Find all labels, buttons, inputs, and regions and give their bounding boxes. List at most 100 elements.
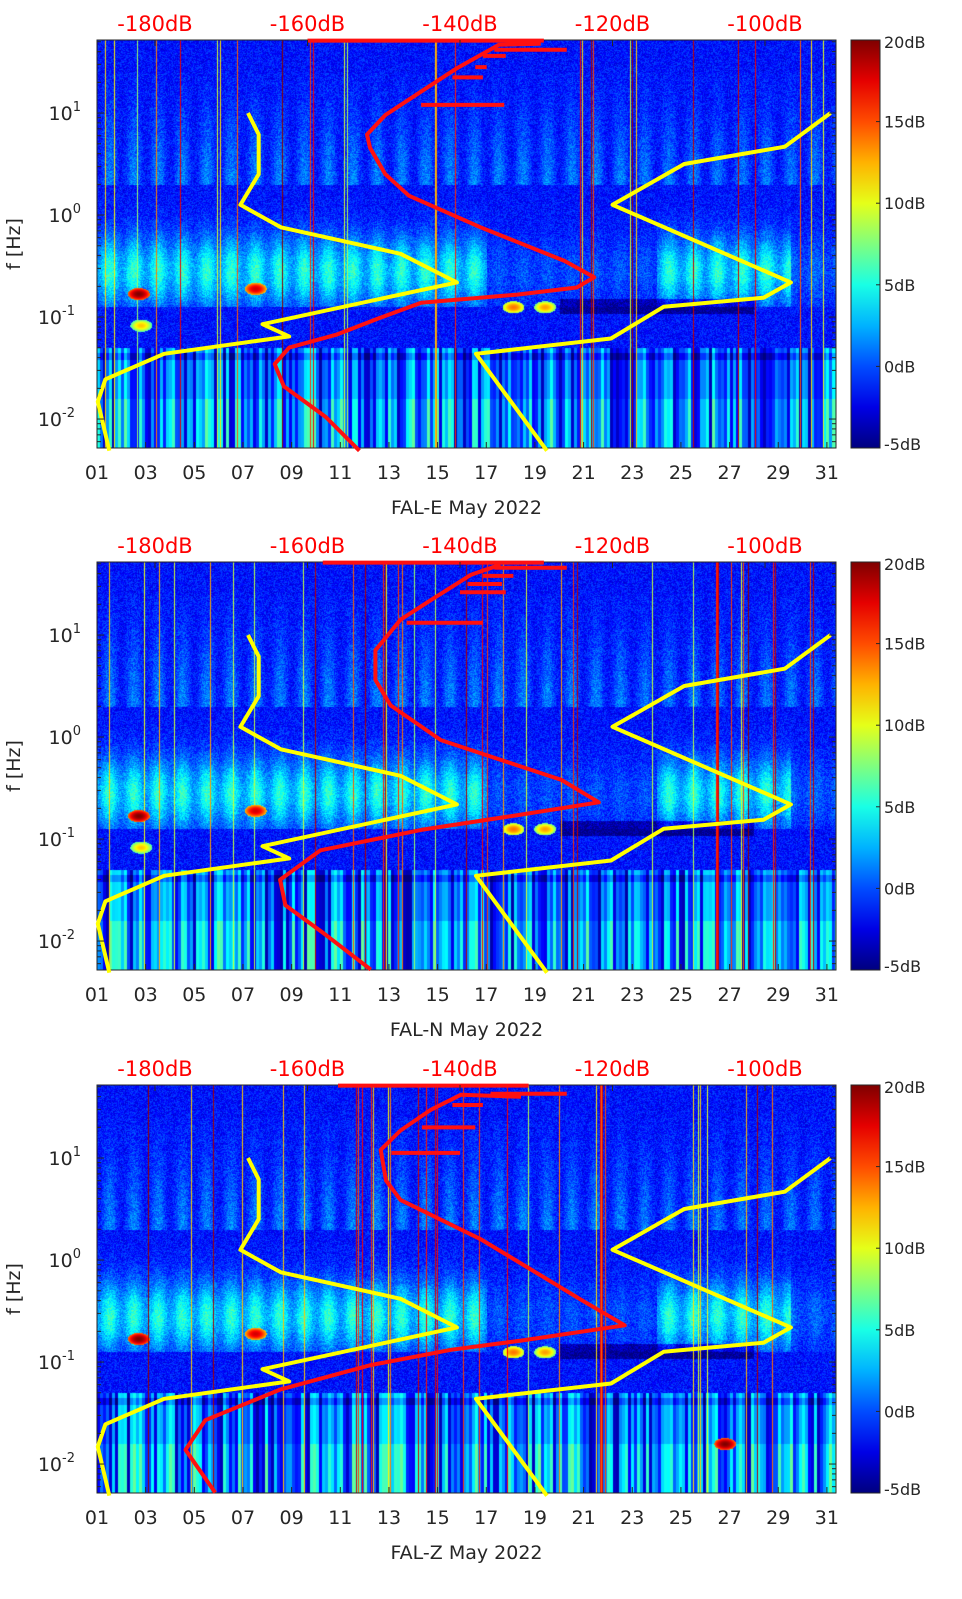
- colorbar-tick-label: -5dB: [884, 957, 921, 976]
- y-tick-label: 100: [49, 1247, 81, 1272]
- series-line-psd: [183, 1092, 627, 1494]
- x-tick-label: 31: [815, 1507, 839, 1529]
- y-tick-label: 101: [49, 622, 81, 647]
- x-tick-label: 29: [766, 462, 790, 484]
- y-tick-label: 10-1: [38, 826, 75, 851]
- top-axis-label: -100dB: [727, 12, 802, 36]
- x-tick-label: 01: [85, 462, 109, 484]
- top-axis-label: -100dB: [727, 1057, 802, 1081]
- x-axis-label: FAL-Z May 2022: [390, 1542, 542, 1564]
- colorbar: [850, 39, 881, 449]
- top-axis-label: -100dB: [727, 534, 802, 558]
- x-tick-label: 09: [280, 1507, 304, 1529]
- colorbar-tick-label: 20dB: [884, 555, 926, 574]
- top-axis-label: -180dB: [117, 1057, 192, 1081]
- x-tick-label: 21: [572, 984, 596, 1006]
- x-tick-label: 31: [815, 462, 839, 484]
- x-tick-label: 15: [426, 984, 450, 1006]
- x-tick-label: 21: [572, 462, 596, 484]
- x-tick-label: 05: [182, 1507, 206, 1529]
- x-tick-label: 31: [815, 984, 839, 1006]
- x-tick-label: 25: [669, 462, 693, 484]
- top-axis-label: -120dB: [575, 534, 650, 558]
- x-tick-label: 01: [85, 984, 109, 1006]
- y-axis-label: f [Hz]: [3, 1263, 25, 1315]
- colorbar-tick-label: 10dB: [884, 1239, 926, 1258]
- x-tick-label: 21: [572, 1507, 596, 1529]
- x-tick-label: 19: [523, 1507, 547, 1529]
- spectrogram-heatmap: [97, 40, 836, 448]
- colorbar-tick-label: 15dB: [884, 1158, 926, 1177]
- x-tick-label: 13: [377, 984, 401, 1006]
- x-tick-label: 27: [717, 1507, 741, 1529]
- colorbar-tick-label: -5dB: [884, 435, 921, 454]
- y-tick-label: 101: [49, 100, 81, 125]
- x-tick-label: 27: [717, 462, 741, 484]
- series-line-nhnm: [474, 111, 832, 452]
- colorbar-tick-label: 15dB: [884, 113, 926, 132]
- top-axis-label: -160dB: [270, 1057, 345, 1081]
- x-tick-label: 27: [717, 984, 741, 1006]
- x-axis-label: FAL-E May 2022: [391, 497, 542, 519]
- colorbar-tick-label: 5dB: [884, 276, 915, 295]
- y-tick-label: 10-2: [38, 928, 75, 953]
- x-tick-label: 29: [766, 984, 790, 1006]
- x-tick-label: 17: [474, 1507, 498, 1529]
- top-axis-label: -160dB: [270, 534, 345, 558]
- x-tick-label: 07: [231, 462, 255, 484]
- y-tick-label: 10-1: [38, 304, 75, 329]
- x-tick-label: 01: [85, 1507, 109, 1529]
- x-tick-label: 13: [377, 462, 401, 484]
- x-tick-label: 11: [328, 984, 352, 1006]
- x-tick-label: 11: [328, 1507, 352, 1529]
- colorbar-tick-label: 10dB: [884, 194, 926, 213]
- x-tick-label: 17: [474, 984, 498, 1006]
- x-tick-label: 29: [766, 1507, 790, 1529]
- series-line-nlnm: [95, 112, 459, 452]
- x-tick-label: 25: [669, 1507, 693, 1529]
- y-tick-label: 10-2: [38, 1451, 75, 1476]
- x-tick-label: 15: [426, 1507, 450, 1529]
- x-tick-label: 09: [280, 984, 304, 1006]
- colorbar-tick-label: 20dB: [884, 33, 926, 52]
- y-tick-label: 100: [49, 724, 81, 749]
- x-tick-label: 03: [134, 1507, 158, 1529]
- x-tick-label: 03: [134, 462, 158, 484]
- series-line-nhnm: [474, 1156, 832, 1497]
- y-tick-label: 10-2: [38, 406, 75, 431]
- y-tick-label: 10-1: [38, 1349, 75, 1374]
- colorbar-tick-label: 20dB: [884, 1078, 926, 1097]
- x-tick-label: 25: [669, 984, 693, 1006]
- series-line-nhnm: [474, 633, 832, 974]
- x-axis-label: FAL-N May 2022: [390, 1019, 543, 1041]
- top-axis-label: -120dB: [575, 12, 650, 36]
- x-tick-label: 17: [474, 462, 498, 484]
- spectrogram-heatmap: [97, 562, 836, 970]
- colorbar-tick-label: 5dB: [884, 798, 915, 817]
- top-axis-label: -180dB: [117, 12, 192, 36]
- x-tick-label: 13: [377, 1507, 401, 1529]
- colorbar-tick-label: 0dB: [884, 1402, 915, 1421]
- y-tick-label: 100: [49, 202, 81, 227]
- y-tick-label: 101: [49, 1145, 81, 1170]
- x-tick-label: 15: [426, 462, 450, 484]
- top-axis-label: -120dB: [575, 1057, 650, 1081]
- x-tick-label: 03: [134, 984, 158, 1006]
- top-axis-label: -140dB: [422, 1057, 497, 1081]
- top-axis-label: -140dB: [422, 12, 497, 36]
- x-tick-label: 23: [620, 984, 644, 1006]
- colorbar-tick-label: 15dB: [884, 635, 926, 654]
- colorbar: [850, 1084, 881, 1494]
- series-line-nlnm: [95, 634, 459, 974]
- x-tick-label: 19: [523, 984, 547, 1006]
- x-tick-label: 23: [620, 1507, 644, 1529]
- series-line-nlnm: [95, 1157, 459, 1497]
- series-line-psd: [272, 41, 597, 453]
- x-tick-label: 05: [182, 984, 206, 1006]
- x-tick-label: 09: [280, 462, 304, 484]
- x-tick-label: 23: [620, 462, 644, 484]
- top-axis-label: -140dB: [422, 534, 497, 558]
